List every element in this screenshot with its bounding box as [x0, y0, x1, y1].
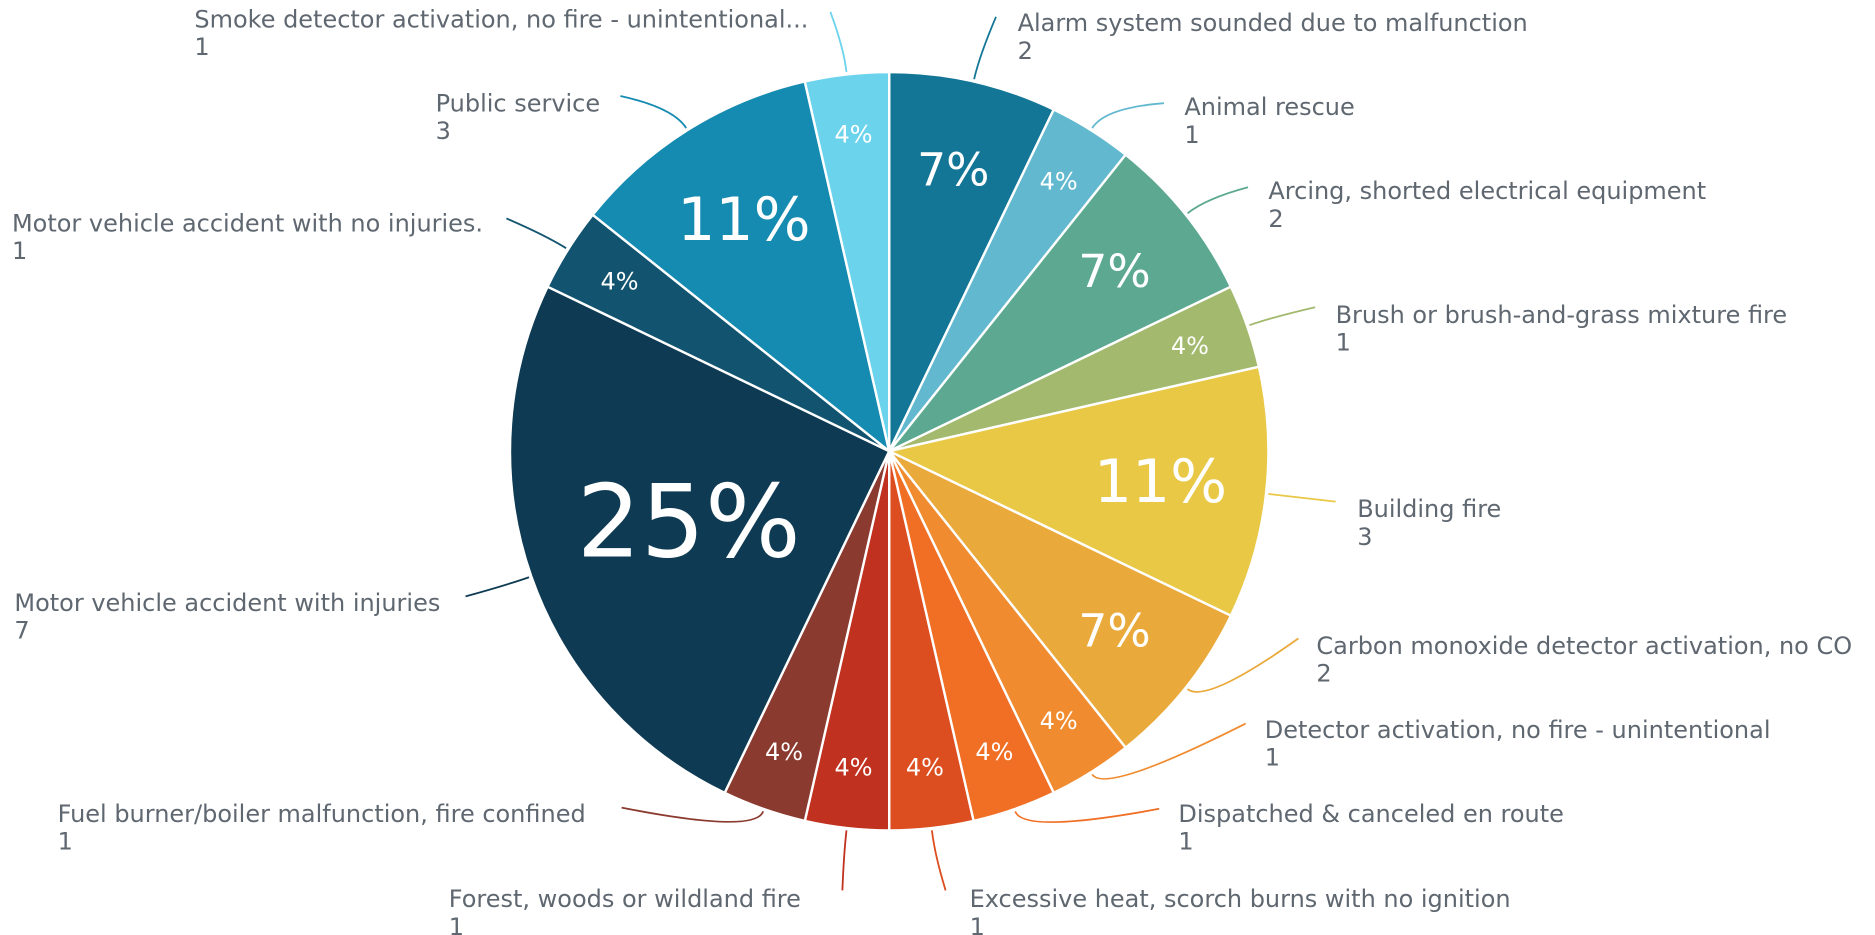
percent-label: 4%	[765, 738, 803, 766]
count-label: 1	[12, 237, 27, 265]
percent-label: 7%	[1078, 245, 1150, 298]
category-label: Public service	[436, 90, 601, 118]
count-label: 3	[1357, 523, 1372, 551]
leader-line	[1249, 306, 1316, 327]
percent-label: 4%	[1040, 167, 1078, 195]
pie-slice	[591, 80, 892, 455]
count-label: 1	[1178, 828, 1193, 856]
leader-line	[621, 806, 765, 823]
category-label: Motor vehicle accident with injuries	[14, 589, 440, 617]
count-label: 1	[449, 913, 464, 935]
leader-line	[973, 16, 997, 80]
percent-label: 4%	[835, 754, 873, 782]
leader-line	[1186, 186, 1249, 214]
pie-slice	[888, 70, 1056, 452]
count-label: 1	[194, 33, 209, 61]
leader-line	[829, 11, 848, 73]
count-label: 1	[1184, 121, 1199, 149]
category-label: Alarm system sounded due to malfunction	[1018, 9, 1528, 37]
percent-label: 25%	[577, 462, 801, 580]
category-label: Animal rescue	[1184, 93, 1354, 121]
percent-label: 4%	[1040, 707, 1078, 735]
percent-label: 7%	[1078, 604, 1150, 657]
category-label: Fuel burner/boiler malfunction, fire con…	[58, 800, 586, 828]
pie-slice	[888, 153, 1233, 453]
leader-line	[1091, 102, 1165, 129]
leader-line	[1091, 722, 1247, 780]
count-label: 1	[58, 828, 73, 856]
count-label: 1	[970, 913, 985, 935]
percent-label: 4%	[975, 738, 1013, 766]
category-label: Arcing, shorted electrical equipment	[1268, 177, 1706, 205]
pie-slice	[885, 365, 1270, 618]
category-label: Brush or brush-and-grass mixture fire	[1336, 301, 1788, 329]
leader-line	[506, 217, 567, 249]
leader-line	[931, 830, 947, 891]
category-label: Carbon monoxide detector activation, no …	[1316, 632, 1852, 660]
percent-label: 11%	[1094, 447, 1227, 517]
count-label: 2	[1316, 660, 1331, 688]
pie-slice	[888, 450, 1233, 750]
leader-line	[841, 830, 848, 891]
count-label: 1	[1265, 744, 1280, 772]
category-label: Dispatched & canceled en route	[1178, 800, 1564, 828]
category-label: Smoke detector activation, no fire - uni…	[194, 6, 808, 34]
count-label: 2	[1018, 37, 1033, 65]
category-label: Detector activation, no fire - unintenti…	[1265, 716, 1771, 744]
percent-label: 11%	[677, 185, 810, 255]
category-label: Excessive heat, scorch burns with no ign…	[970, 885, 1511, 913]
percent-label: 4%	[1171, 332, 1209, 360]
count-label: 3	[436, 117, 451, 145]
category-label: Forest, woods or wildland fire	[449, 885, 801, 913]
percent-label: 4%	[835, 121, 873, 149]
percent-label: 7%	[917, 144, 989, 197]
pie-slice	[803, 70, 891, 452]
percent-label: 4%	[906, 754, 944, 782]
leader-line	[620, 95, 687, 129]
leader-line	[1268, 493, 1336, 503]
leader-line	[1014, 807, 1160, 823]
leader-line	[465, 576, 530, 598]
percent-label: 4%	[600, 268, 638, 296]
leader-line	[1186, 637, 1299, 693]
count-label: 7	[14, 616, 29, 644]
category-label: Building fire	[1357, 495, 1501, 523]
count-label: 1	[1336, 328, 1351, 356]
count-label: 2	[1268, 205, 1283, 233]
pie-slice	[508, 285, 891, 795]
category-label: Motor vehicle accident with no injuries.	[12, 210, 483, 238]
